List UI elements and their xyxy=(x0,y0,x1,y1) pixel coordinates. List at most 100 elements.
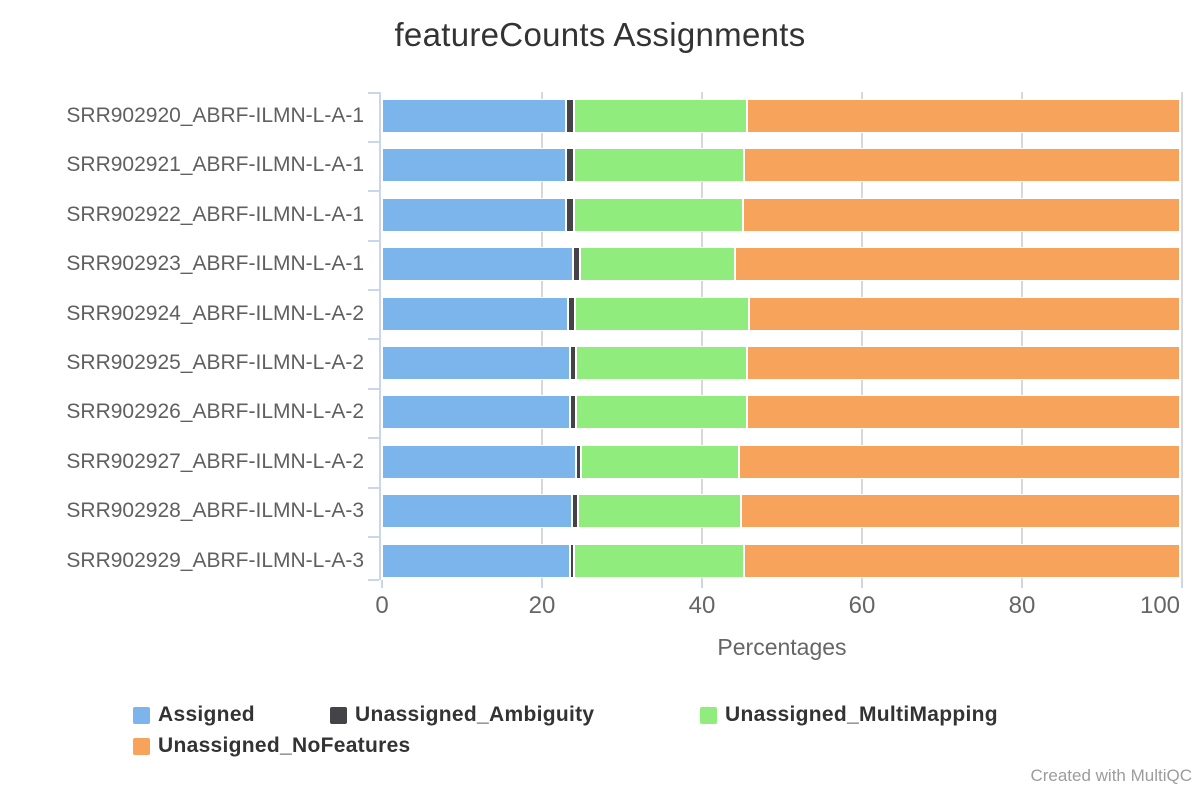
y-axis-tick xyxy=(368,535,379,538)
bar-segment-assigned[interactable] xyxy=(382,148,567,183)
x-axis-tick-label: 0 xyxy=(375,592,389,619)
x-axis-tick-label: 80 xyxy=(1008,592,1036,619)
bar-segment-unassigned_multimapping[interactable] xyxy=(580,444,739,479)
legend-label: Unassigned_NoFeatures xyxy=(158,734,411,757)
x-axis-tick xyxy=(1181,580,1183,588)
y-axis-label: SRR902926_ABRF-ILMN-L-A-2 xyxy=(66,400,364,424)
bar-segment-unassigned_ambiguity[interactable] xyxy=(569,346,576,380)
legend-label: Unassigned_MultiMapping xyxy=(725,703,998,726)
x-gridline xyxy=(1021,92,1023,580)
bar-segment-assigned[interactable] xyxy=(382,247,573,282)
bar-segment-assigned[interactable] xyxy=(382,395,570,430)
bar-segment-unassigned_nofeatures[interactable] xyxy=(747,346,1180,380)
y-axis-tick xyxy=(368,190,379,193)
bar-segment-unassigned_multimapping[interactable] xyxy=(573,197,744,232)
chart-title: featureCounts Assignments xyxy=(394,16,806,53)
legend-label: Assigned xyxy=(158,703,255,726)
y-axis-tick xyxy=(368,92,379,94)
bar-segment-unassigned_multimapping[interactable] xyxy=(575,296,750,331)
bar-segment-assigned[interactable] xyxy=(382,494,572,529)
legend-swatch xyxy=(330,706,347,724)
y-axis-label: SRR902928_ABRF-ILMN-L-A-3 xyxy=(66,499,364,523)
bar-segment-unassigned_ambiguity[interactable] xyxy=(566,197,574,232)
bar-row xyxy=(382,296,1180,331)
bar-segment-unassigned_ambiguity[interactable] xyxy=(566,148,574,183)
bar-segment-unassigned_nofeatures[interactable] xyxy=(747,395,1180,430)
bar-row xyxy=(382,494,1180,529)
legend-swatch xyxy=(133,737,150,755)
bar-segment-assigned[interactable] xyxy=(382,197,567,232)
y-axis-line xyxy=(379,92,381,580)
y-axis-label: SRR902929_ABRF-ILMN-L-A-3 xyxy=(66,548,364,572)
x-axis-tick-label: 40 xyxy=(688,592,716,619)
x-axis-tick xyxy=(381,580,383,588)
bar-segment-unassigned_multimapping[interactable] xyxy=(573,99,748,133)
y-axis-tick xyxy=(368,387,379,390)
y-axis-tick xyxy=(368,486,379,489)
bar-segment-unassigned_ambiguity[interactable] xyxy=(569,543,575,578)
bar-segment-assigned[interactable] xyxy=(382,296,568,331)
y-axis-label: SRR902925_ABRF-ILMN-L-A-2 xyxy=(66,351,364,374)
bar-segment-unassigned_multimapping[interactable] xyxy=(575,346,748,380)
bar-segment-unassigned_multimapping[interactable] xyxy=(579,247,735,282)
legend-swatch xyxy=(133,706,150,724)
bar-segment-unassigned_nofeatures[interactable] xyxy=(749,296,1180,331)
bar-segment-unassigned_multimapping[interactable] xyxy=(575,395,748,430)
bar-row xyxy=(382,197,1180,232)
x-axis-tick xyxy=(861,580,863,588)
bar-segment-unassigned_ambiguity[interactable] xyxy=(566,99,574,133)
bar-segment-unassigned_ambiguity[interactable] xyxy=(569,395,576,430)
bar-segment-unassigned_ambiguity[interactable] xyxy=(567,296,576,331)
bar-segment-unassigned_ambiguity[interactable] xyxy=(572,247,580,282)
bar-segment-assigned[interactable] xyxy=(382,543,570,578)
x-axis-tick xyxy=(701,580,703,588)
legend-item-unassigned_nofeatures[interactable]: Unassigned_NoFeatures xyxy=(133,733,411,759)
y-axis-label: SRR902921_ABRF-ILMN-L-A-1 xyxy=(66,153,364,177)
bar-segment-assigned[interactable] xyxy=(382,444,576,479)
bar-segment-unassigned_multimapping[interactable] xyxy=(573,148,745,183)
bar-segment-unassigned_nofeatures[interactable] xyxy=(744,543,1180,578)
legend-swatch xyxy=(700,706,717,724)
bar-segment-unassigned_nofeatures[interactable] xyxy=(738,444,1180,479)
bar-segment-unassigned_ambiguity[interactable] xyxy=(575,444,581,479)
y-axis-label: SRR902924_ABRF-ILMN-L-A-2 xyxy=(66,301,364,325)
x-gridline xyxy=(701,92,703,580)
bar-row xyxy=(382,543,1180,578)
legend-item-assigned[interactable]: Assigned xyxy=(133,702,255,728)
multiqc-credit: Created with MultiQC xyxy=(1030,766,1192,785)
y-axis-label: SRR902920_ABRF-ILMN-L-A-1 xyxy=(66,104,364,127)
y-axis-tick xyxy=(368,288,379,291)
bar-row xyxy=(382,247,1180,282)
bar-segment-assigned[interactable] xyxy=(382,346,570,380)
bar-row xyxy=(382,395,1180,430)
x-gridline xyxy=(861,92,863,580)
bar-segment-unassigned_nofeatures[interactable] xyxy=(734,247,1180,282)
y-axis-label: SRR902927_ABRF-ILMN-L-A-2 xyxy=(66,449,364,473)
bar-segment-unassigned_ambiguity[interactable] xyxy=(571,494,579,529)
bar-segment-unassigned_nofeatures[interactable] xyxy=(744,148,1180,183)
bar-segment-unassigned_multimapping[interactable] xyxy=(574,543,745,578)
bar-segment-unassigned_nofeatures[interactable] xyxy=(747,99,1180,133)
x-axis-tick-label: 60 xyxy=(848,592,876,619)
x-axis-tick xyxy=(1021,580,1023,588)
y-axis-tick xyxy=(368,579,379,581)
legend-item-unassigned_multimapping[interactable]: Unassigned_MultiMapping xyxy=(700,702,998,728)
x-axis-tick-label: 20 xyxy=(528,592,556,619)
bar-row xyxy=(382,444,1180,479)
x-axis-tick xyxy=(541,580,543,588)
bar-row xyxy=(382,99,1180,133)
y-axis-label: SRR902922_ABRF-ILMN-L-A-1 xyxy=(66,202,364,226)
legend-label: Unassigned_Ambiguity xyxy=(355,703,595,726)
x-axis-tick-label: 100 xyxy=(1139,592,1181,619)
y-axis-tick xyxy=(368,338,379,341)
bar-row xyxy=(382,148,1180,183)
legend-item-unassigned_ambiguity[interactable]: Unassigned_Ambiguity xyxy=(330,702,594,728)
x-gridline xyxy=(541,92,543,580)
y-axis-label: SRR902923_ABRF-ILMN-L-A-1 xyxy=(66,252,364,276)
bar-row xyxy=(382,346,1180,380)
bar-segment-unassigned_multimapping[interactable] xyxy=(578,494,742,529)
bar-segment-unassigned_nofeatures[interactable] xyxy=(741,494,1180,529)
bar-segment-assigned[interactable] xyxy=(382,99,567,133)
bar-segment-unassigned_nofeatures[interactable] xyxy=(743,197,1180,232)
